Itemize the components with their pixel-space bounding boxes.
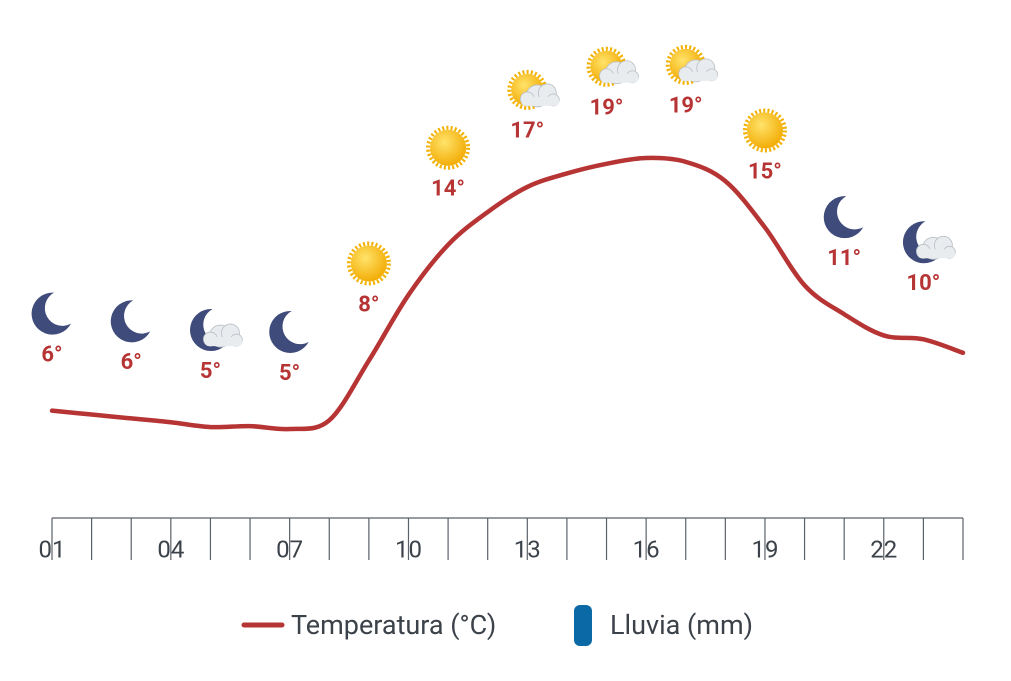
- weather-icon: [586, 46, 639, 87]
- moon: [31, 292, 72, 335]
- weather-icon: [902, 221, 956, 264]
- cloud-base: [917, 249, 956, 259]
- temperature-label: 17°: [510, 119, 544, 144]
- x-tick-label: 01: [39, 535, 66, 563]
- weather-icon: [269, 310, 309, 353]
- cloud-base: [600, 73, 639, 83]
- legend-swatch: [574, 605, 592, 646]
- sun-rays: [426, 125, 471, 170]
- cloud-base: [521, 96, 560, 106]
- temperature-label: 19°: [590, 96, 624, 121]
- moon: [902, 221, 943, 264]
- weather-icon: [507, 69, 560, 110]
- moon: [823, 196, 864, 239]
- temperature-line: [49, 155, 966, 432]
- x-tick-label: 16: [633, 535, 660, 563]
- sun: [350, 245, 387, 282]
- legend-label: Temperatura (°C): [291, 609, 496, 641]
- sun-rays: [346, 241, 391, 286]
- cloud-base: [679, 71, 718, 81]
- sun-rays: [742, 108, 787, 153]
- temperature-label: 6°: [121, 350, 142, 375]
- x-tick-label: 10: [395, 535, 422, 563]
- temperature-label: 19°: [669, 94, 703, 119]
- x-tick-label: 19: [751, 535, 778, 563]
- sun: [430, 129, 467, 166]
- legend-label: Lluvia (mm): [610, 609, 753, 641]
- moon: [110, 300, 151, 343]
- weather-icon: [823, 196, 864, 239]
- temperature-label: 10°: [906, 271, 940, 296]
- moon: [269, 310, 309, 353]
- weather-icon: [665, 44, 719, 85]
- temperature-label: 8°: [358, 292, 379, 317]
- sun: [746, 112, 783, 149]
- weather-icon: [31, 292, 72, 335]
- weather-icon: [346, 241, 391, 286]
- temperature-label: 15°: [748, 159, 782, 184]
- temperature-label: 5°: [279, 361, 300, 386]
- cloud-base: [204, 337, 243, 347]
- x-tick-label: 07: [276, 535, 303, 563]
- temperature-label: 6°: [41, 342, 62, 367]
- x-tick-label: 04: [157, 535, 184, 563]
- temperature-label: 14°: [431, 177, 465, 202]
- temperature-label: 5°: [200, 359, 221, 384]
- x-tick-label: 13: [514, 535, 541, 563]
- weather-icon: [426, 125, 471, 170]
- moon: [189, 309, 230, 352]
- x-tick-label: 22: [870, 535, 897, 563]
- weather-icon: [110, 300, 151, 343]
- weather-icon: [189, 309, 243, 352]
- temperature-label: 11°: [827, 246, 861, 271]
- weather-icon: [742, 108, 787, 153]
